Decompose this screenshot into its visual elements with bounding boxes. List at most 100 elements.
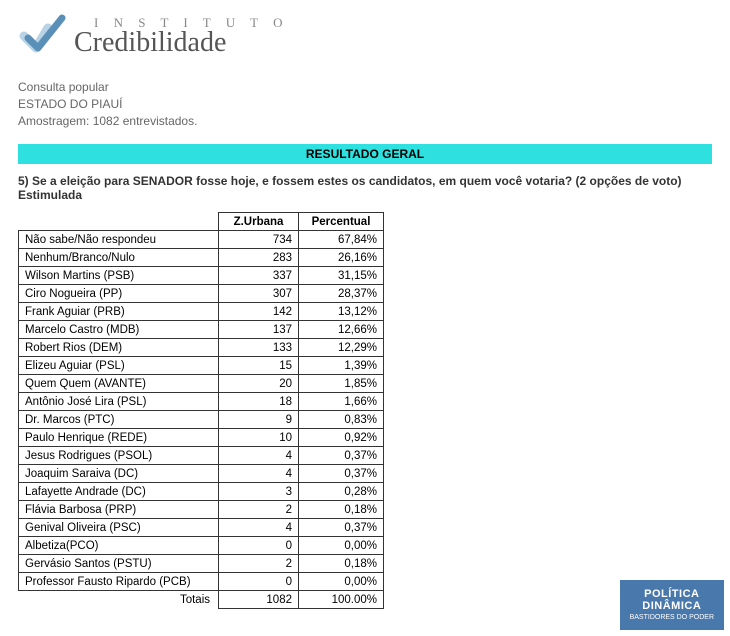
row-pct: 0,37% (299, 447, 384, 465)
row-value: 15 (219, 357, 299, 375)
table-row: Ciro Nogueira (PP)30728,37% (19, 285, 384, 303)
row-value: 4 (219, 447, 299, 465)
watermark: POLÍTICA DINÂMICA BASTIDORES DO PODER (620, 580, 724, 630)
row-value: 137 (219, 321, 299, 339)
totals-label: Totais (19, 591, 219, 609)
logo-title: Credibilidade (74, 29, 288, 57)
table-row: Frank Aguiar (PRB)14213,12% (19, 303, 384, 321)
row-pct: 0,83% (299, 411, 384, 429)
row-value: 10 (219, 429, 299, 447)
result-banner: RESULTADO GERAL (18, 144, 712, 164)
row-pct: 0,92% (299, 429, 384, 447)
row-pct: 0,37% (299, 465, 384, 483)
watermark-line3: BASTIDORES DO PODER (630, 614, 714, 622)
table-row: Robert Rios (DEM)13312,29% (19, 339, 384, 357)
table-row: Dr. Marcos (PTC)90,83% (19, 411, 384, 429)
row-name: Não sabe/Não respondeu (19, 231, 219, 249)
row-pct: 31,15% (299, 267, 384, 285)
table-row: Gervásio Santos (PSTU)20,18% (19, 555, 384, 573)
meta-line-2: ESTADO DO PIAUÍ (18, 97, 712, 111)
meta-line-3: Amostragem: 1082 entrevistados. (18, 114, 712, 128)
header-percentual: Percentual (299, 213, 384, 231)
row-value: 0 (219, 573, 299, 591)
totals-row: Totais 1082 100.00% (19, 591, 384, 609)
row-name: Albetiza(PCO) (19, 537, 219, 555)
table-row: Albetiza(PCO)00,00% (19, 537, 384, 555)
row-pct: 0,00% (299, 537, 384, 555)
logo-check-icon (18, 12, 66, 60)
row-name: Flávia Barbosa (PRP) (19, 501, 219, 519)
row-name: Quem Quem (AVANTE) (19, 375, 219, 393)
row-pct: 1,66% (299, 393, 384, 411)
row-pct: 0,00% (299, 573, 384, 591)
header-zurbana: Z.Urbana (219, 213, 299, 231)
row-value: 283 (219, 249, 299, 267)
row-name: Antônio José Lira (PSL) (19, 393, 219, 411)
table-header-row: Z.Urbana Percentual (19, 213, 384, 231)
row-pct: 26,16% (299, 249, 384, 267)
row-pct: 1,39% (299, 357, 384, 375)
row-name: Paulo Henrique (REDE) (19, 429, 219, 447)
table-row: Genival Oliveira (PSC)40,37% (19, 519, 384, 537)
row-pct: 28,37% (299, 285, 384, 303)
row-pct: 0,28% (299, 483, 384, 501)
row-pct: 12,66% (299, 321, 384, 339)
row-value: 2 (219, 501, 299, 519)
results-table: Z.Urbana Percentual Não sabe/Não respond… (18, 212, 384, 609)
row-name: Frank Aguiar (PRB) (19, 303, 219, 321)
row-name: Joaquim Saraiva (DC) (19, 465, 219, 483)
logo-area: I N S T I T U T O Credibilidade (18, 12, 712, 60)
row-value: 133 (219, 339, 299, 357)
table-row: Wilson Martins (PSB)33731,15% (19, 267, 384, 285)
row-name: Lafayette Andrade (DC) (19, 483, 219, 501)
row-value: 142 (219, 303, 299, 321)
row-name: Genival Oliveira (PSC) (19, 519, 219, 537)
row-name: Dr. Marcos (PTC) (19, 411, 219, 429)
row-value: 4 (219, 465, 299, 483)
row-value: 9 (219, 411, 299, 429)
row-name: Marcelo Castro (MDB) (19, 321, 219, 339)
row-name: Robert Rios (DEM) (19, 339, 219, 357)
table-row: Não sabe/Não respondeu73467,84% (19, 231, 384, 249)
table-row: Professor Fausto Ripardo (PCB)00,00% (19, 573, 384, 591)
meta-line-1: Consulta popular (18, 80, 712, 94)
row-pct: 0,18% (299, 555, 384, 573)
row-value: 337 (219, 267, 299, 285)
row-value: 0 (219, 537, 299, 555)
row-pct: 12,29% (299, 339, 384, 357)
row-value: 4 (219, 519, 299, 537)
table-row: Jesus Rodrigues (PSOL)40,37% (19, 447, 384, 465)
row-value: 307 (219, 285, 299, 303)
row-name: Ciro Nogueira (PP) (19, 285, 219, 303)
table-row: Paulo Henrique (REDE)100,92% (19, 429, 384, 447)
row-name: Professor Fausto Ripardo (PCB) (19, 573, 219, 591)
totals-pct: 100.00% (299, 591, 384, 609)
logo-text: I N S T I T U T O Credibilidade (74, 16, 288, 57)
row-value: 3 (219, 483, 299, 501)
row-value: 2 (219, 555, 299, 573)
table-row: Antônio José Lira (PSL)181,66% (19, 393, 384, 411)
table-row: Nenhum/Branco/Nulo28326,16% (19, 249, 384, 267)
header-empty (19, 213, 219, 231)
watermark-line2: DINÂMICA (642, 600, 701, 612)
row-pct: 0,37% (299, 519, 384, 537)
row-name: Nenhum/Branco/Nulo (19, 249, 219, 267)
row-name: Wilson Martins (PSB) (19, 267, 219, 285)
row-value: 20 (219, 375, 299, 393)
row-value: 734 (219, 231, 299, 249)
table-row: Lafayette Andrade (DC)30,28% (19, 483, 384, 501)
table-row: Elizeu Aguiar (PSL)151,39% (19, 357, 384, 375)
row-pct: 67,84% (299, 231, 384, 249)
row-value: 18 (219, 393, 299, 411)
row-pct: 13,12% (299, 303, 384, 321)
question-text: 5) Se a eleição para SENADOR fosse hoje,… (18, 174, 712, 202)
row-pct: 1,85% (299, 375, 384, 393)
row-name: Elizeu Aguiar (PSL) (19, 357, 219, 375)
row-pct: 0,18% (299, 501, 384, 519)
table-row: Quem Quem (AVANTE)201,85% (19, 375, 384, 393)
table-row: Joaquim Saraiva (DC)40,37% (19, 465, 384, 483)
row-name: Gervásio Santos (PSTU) (19, 555, 219, 573)
table-row: Flávia Barbosa (PRP)20,18% (19, 501, 384, 519)
totals-value: 1082 (219, 591, 299, 609)
row-name: Jesus Rodrigues (PSOL) (19, 447, 219, 465)
